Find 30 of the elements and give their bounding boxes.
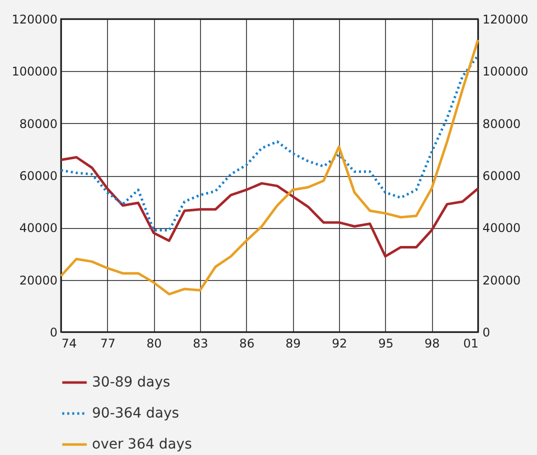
y-tick-label: 0 <box>50 326 58 340</box>
y2-tick-label: 100000 <box>482 64 528 79</box>
x-tick-label: 95 <box>378 336 394 350</box>
x-tick-label: 92 <box>332 336 348 350</box>
legend-label: 90-364 days <box>92 406 180 422</box>
x-tick-label: 80 <box>146 336 162 350</box>
x-tick-label: 98 <box>424 336 440 350</box>
y-tick-label: 40000 <box>19 221 58 236</box>
y-tick-label: 100000 <box>12 64 58 79</box>
y2-tick-label: 120000 <box>482 12 528 26</box>
y2-tick-label: 80000 <box>482 116 521 131</box>
x-tick-label: 83 <box>192 336 208 350</box>
line-series <box>60 38 480 296</box>
y-tick-label: 80000 <box>19 116 58 131</box>
y2-tick-label: 0 <box>482 326 490 340</box>
x-tick-label: 01 <box>463 336 478 350</box>
y2-tick-label: 60000 <box>482 169 521 183</box>
x-tick-label: 89 <box>286 336 301 350</box>
line-series <box>60 156 480 258</box>
legend-label: over 364 days <box>92 436 192 452</box>
y2-tick-label: 40000 <box>482 221 521 236</box>
y-tick-label: 60000 <box>19 169 58 183</box>
x-tick-label: 86 <box>239 336 254 350</box>
line-series <box>60 54 480 232</box>
legend-label: 30-89 days <box>92 374 170 390</box>
y-tick-label: 20000 <box>19 273 58 288</box>
y2-tick-label: 20000 <box>482 273 521 288</box>
x-tick-label: 77 <box>100 336 116 350</box>
x-tick-label: 74 <box>62 336 77 350</box>
y-tick-label: 120000 <box>12 12 58 26</box>
